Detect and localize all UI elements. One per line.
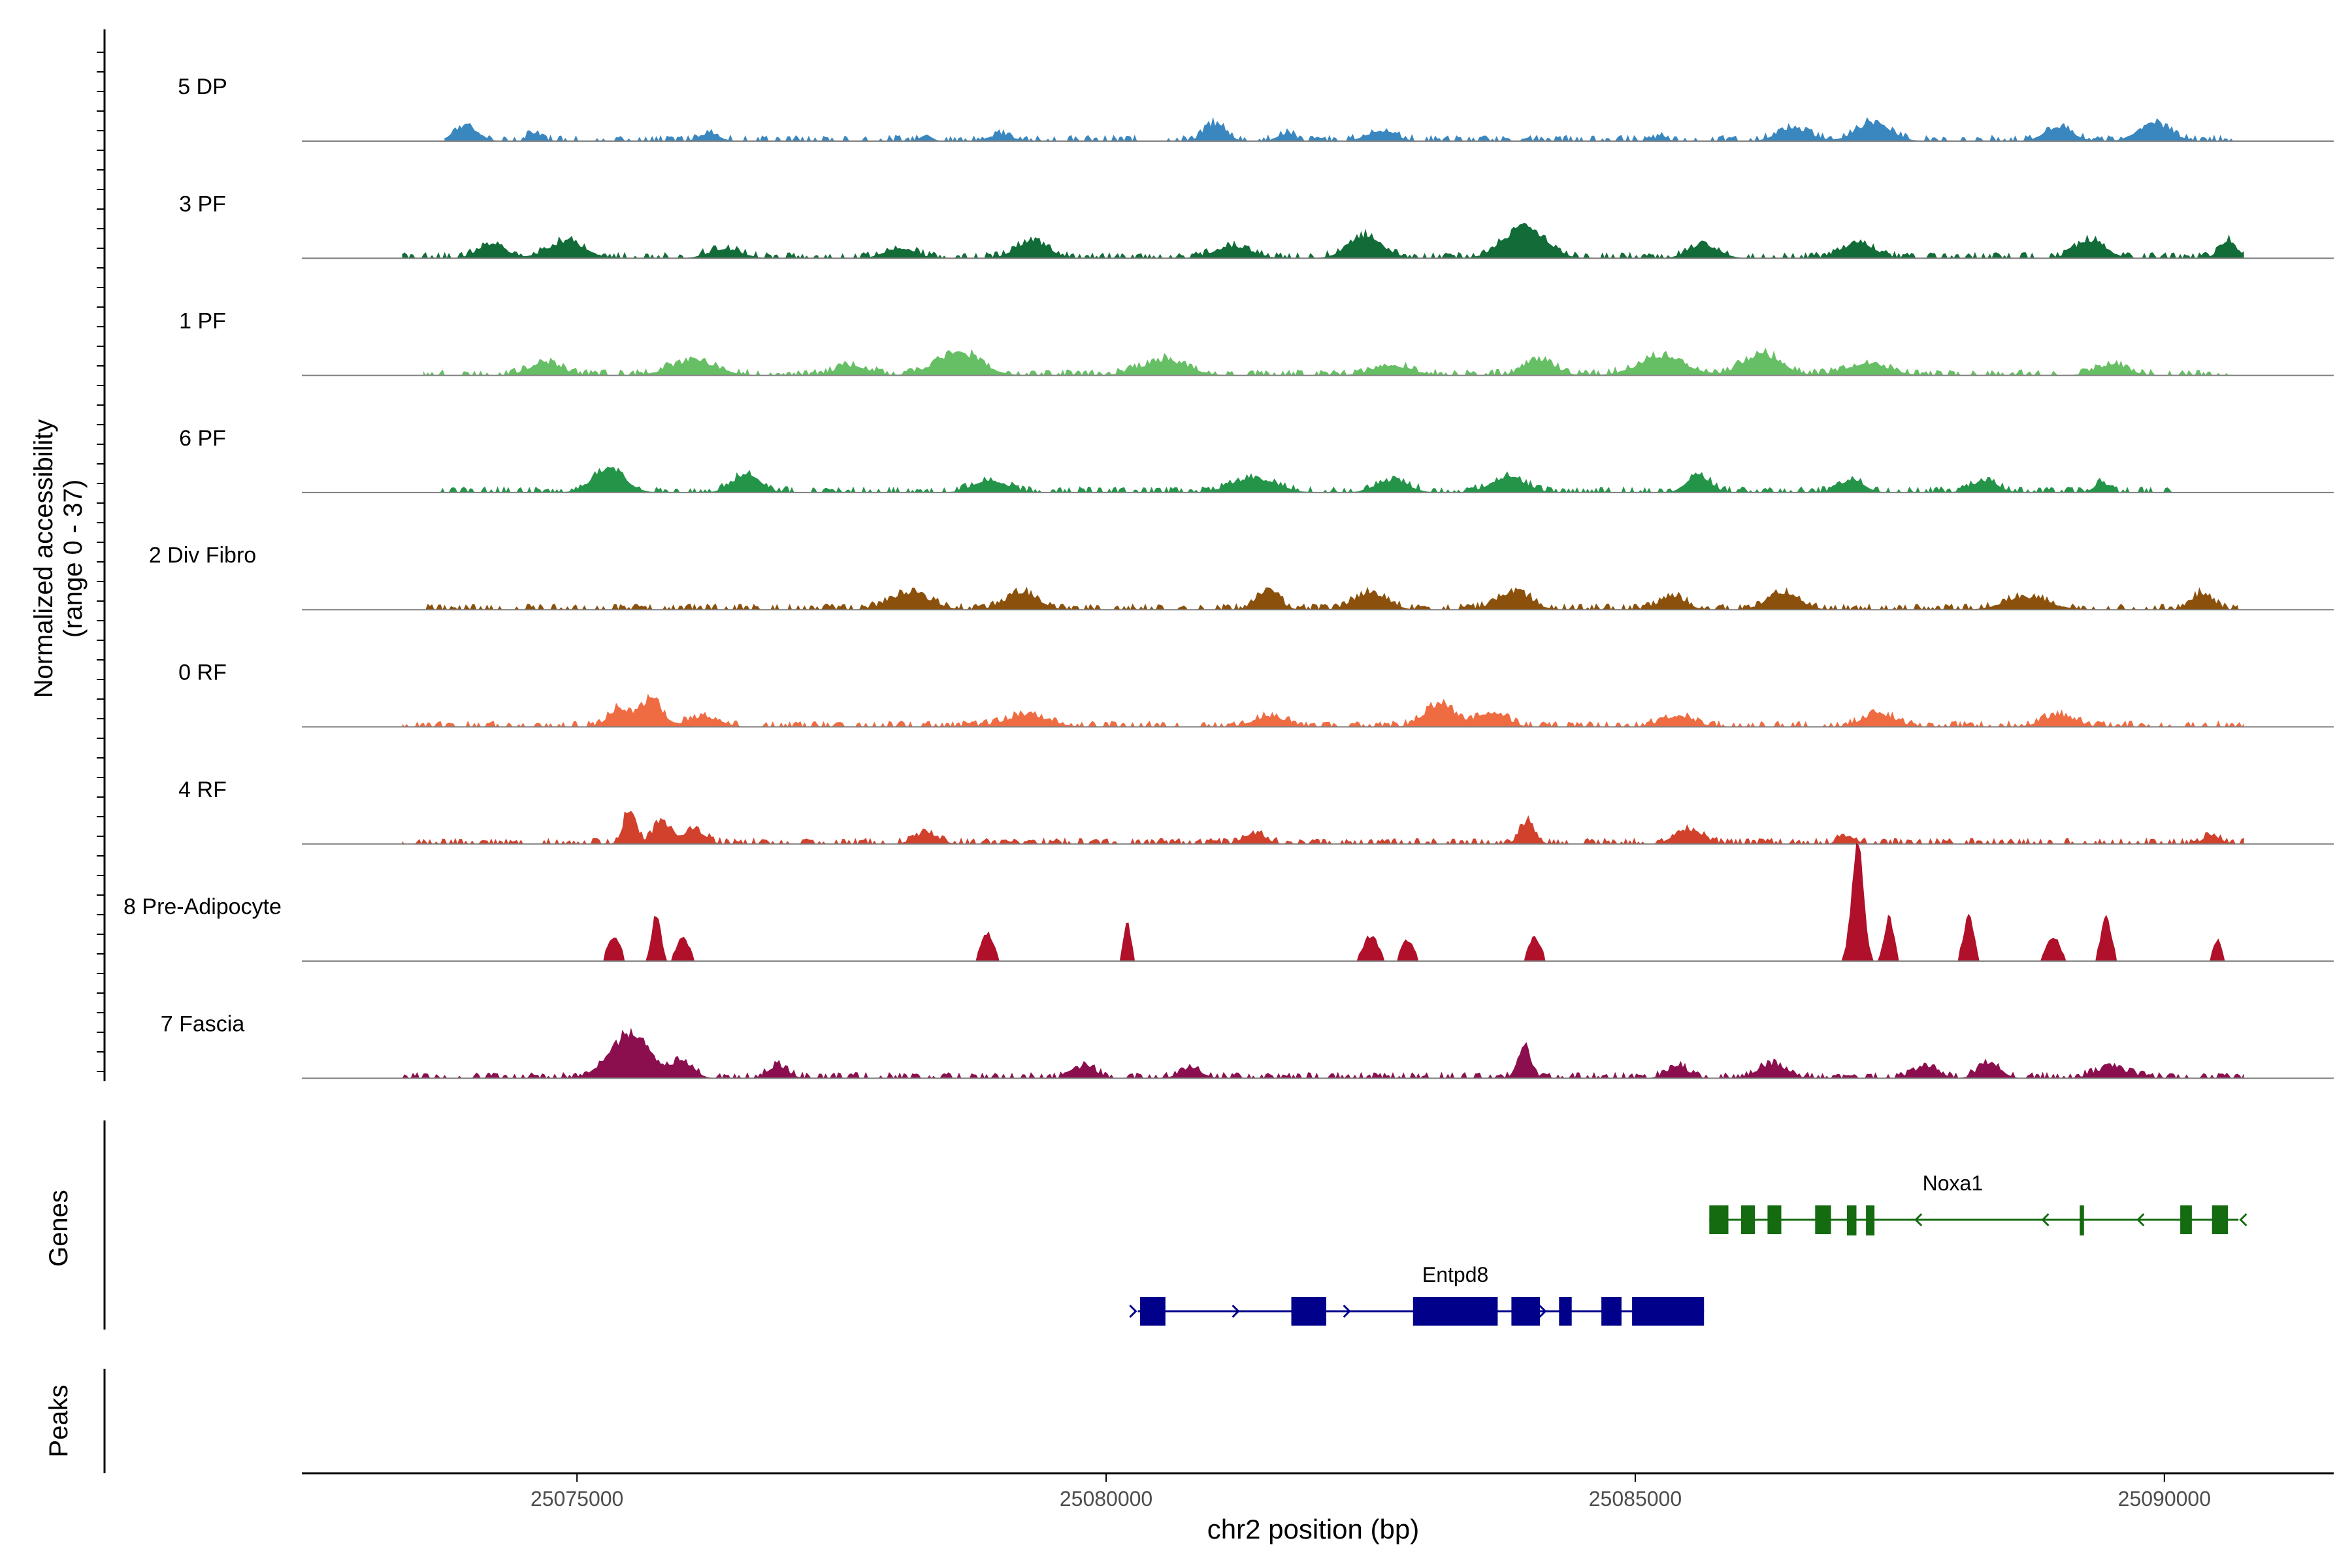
y-axis-title-line1: Normalized accessibility [29, 419, 58, 698]
strand-arrow [1539, 1304, 1547, 1318]
x-tick-label: 25075000 [531, 1487, 623, 1511]
gene-exon [1709, 1205, 1729, 1234]
strand-arrow [1129, 1304, 1137, 1318]
gene-exon [2212, 1205, 2228, 1234]
strand-arrow [1232, 1304, 1240, 1318]
strand-arrow [1343, 1304, 1351, 1318]
coverage-area [444, 117, 2234, 142]
track-label: 3 PF [179, 191, 226, 216]
x-tick-label: 25085000 [1589, 1487, 1682, 1511]
gene-label: Entpd8 [1422, 1263, 1488, 1286]
coverage-area [402, 1028, 2244, 1079]
track-label: 2 Div Fibro [149, 543, 256, 568]
gene-exon [1139, 1297, 1166, 1326]
coverage-area [423, 466, 2175, 493]
gene-exon [1740, 1205, 1755, 1234]
track-label: 6 PF [179, 426, 226, 451]
gene-track: Noxa1 Entpd8 [1129, 1171, 2247, 1326]
coverage-area [402, 842, 2244, 962]
track-label: 8 Pre-Adipocyte [123, 894, 282, 919]
track-label: 1 PF [179, 309, 226, 334]
x-axis-title: chr2 position (bp) [1207, 1514, 1420, 1544]
strand-arrow [2041, 1213, 2050, 1227]
track-label: 0 RF [178, 661, 227, 685]
coverage-area [423, 348, 2229, 376]
coverage-area [402, 222, 2244, 259]
gene-exon [1601, 1297, 1622, 1326]
genes-track-label: Genes [44, 1190, 73, 1267]
gene-exon [1815, 1205, 1831, 1234]
gene-exon [1559, 1297, 1572, 1326]
strand-arrow [1914, 1213, 1923, 1227]
accessibility-axis [97, 29, 106, 1081]
gene-exon [1866, 1205, 1875, 1235]
x-tick-label: 25090000 [2118, 1487, 2211, 1511]
x-tick-label: 25080000 [1060, 1487, 1152, 1511]
coverage-area [423, 586, 2239, 611]
gene-exon [2080, 1205, 2084, 1235]
gene-exon [1413, 1297, 1498, 1326]
track-label: 5 DP [178, 74, 227, 99]
coverage-area [402, 693, 2244, 728]
y-axis-title-line2: (range 0 - 37) [59, 480, 88, 638]
gene-exon [1767, 1205, 1782, 1234]
gene-exon [1511, 1297, 1541, 1326]
gene-exon [1846, 1205, 1857, 1235]
gene-exon [1291, 1297, 1326, 1326]
gene-exon [2180, 1205, 2192, 1234]
x-axis: 25075000 25080000 25085000 25090000 [302, 1472, 2334, 1511]
gene-exon [1632, 1297, 1705, 1326]
coverage-tracks: 5 DP 3 PF 1 PF 6 PF 2 Div Fibro 0 RF 4 RF 8 Pre… [123, 74, 2334, 1079]
peaks-track-label: Peaks [44, 1384, 73, 1457]
gene-label: Noxa1 [1923, 1171, 1984, 1195]
track-label: 7 Fascia [161, 1011, 245, 1036]
coverage-area [402, 810, 2244, 845]
strand-arrow [2239, 1213, 2247, 1227]
track-label: 4 RF [178, 777, 227, 802]
strand-arrow [2136, 1213, 2145, 1227]
